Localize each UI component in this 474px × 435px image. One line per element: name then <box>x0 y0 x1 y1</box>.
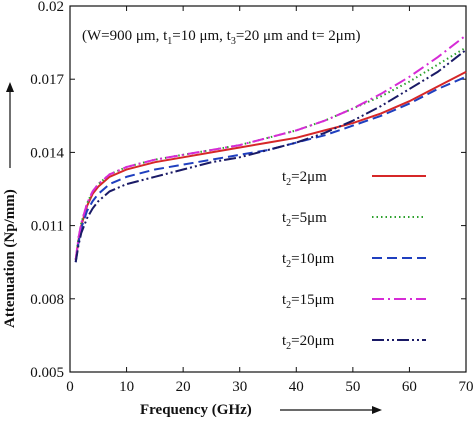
x-tick-label: 40 <box>289 379 304 395</box>
x-tick-label: 70 <box>459 379 474 395</box>
series-line-5 <box>74 49 467 263</box>
y-tick-label: 0.008 <box>30 292 64 308</box>
x-tick-label: 60 <box>402 379 417 395</box>
y-axis-arrow <box>6 82 14 168</box>
legend: t2=2μm t2=5μm t2=10μm t2=15μm t2=20μm <box>282 169 426 352</box>
x-tick-label: 20 <box>176 379 191 395</box>
x-axis-title: Frequency (GHz) <box>140 402 252 418</box>
y-tick-label: 0.011 <box>31 219 64 235</box>
y-tick-label: 0.005 <box>30 365 64 381</box>
legend-label-3: t2=10μm <box>282 251 335 270</box>
x-tick-label: 10 <box>119 379 134 395</box>
parameter-annotation: (W=900 μm, t1=10 μm, t3=20 μm and t= 2μm… <box>82 28 361 47</box>
x-axis-arrow <box>280 406 382 414</box>
x-tick-label: 50 <box>345 379 360 395</box>
y-tick-label: 0.017 <box>30 72 64 88</box>
x-tick-label: 30 <box>232 379 247 395</box>
x-tick-label: 0 <box>66 379 74 395</box>
axis-ticks: 0 10 20 30 40 50 60 70 0.005 0.008 0.011 0.014 0.017… <box>30 0 473 395</box>
legend-label-4: t2=15μm <box>282 292 335 311</box>
y-tick-label: 0.02 <box>38 0 64 15</box>
series-lines <box>74 34 467 263</box>
plot-frame <box>69 5 467 373</box>
y-axis-title: Attenuation (Np/mm) <box>2 189 18 328</box>
series-line-3 <box>74 75 467 263</box>
series-line-1 <box>74 71 467 260</box>
series-line-4 <box>74 34 467 260</box>
y-tick-label: 0.014 <box>30 145 64 161</box>
legend-label-1: t2=2μm <box>282 169 327 188</box>
legend-label-2: t2=5μm <box>282 210 327 229</box>
legend-label-5: t2=20μm <box>282 333 335 352</box>
